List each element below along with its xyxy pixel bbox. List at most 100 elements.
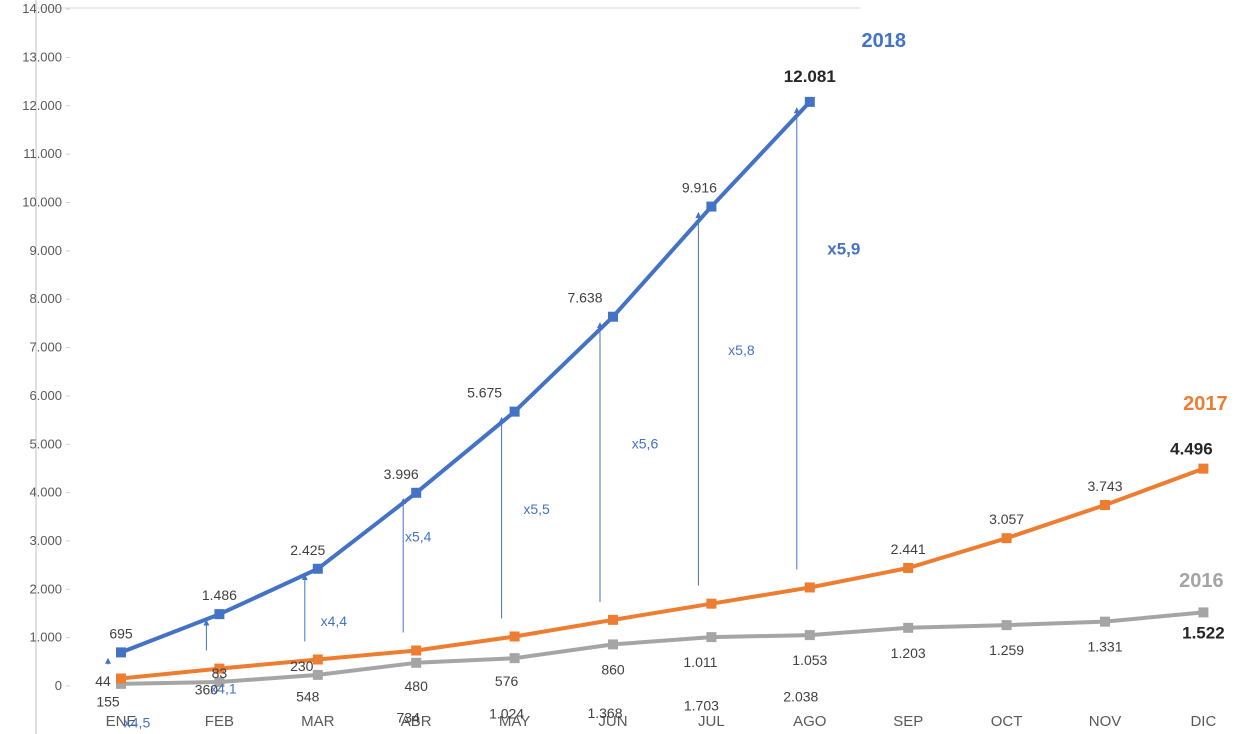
x-tick-label: DIC bbox=[1190, 713, 1216, 730]
data-point-2016 bbox=[1001, 620, 1012, 631]
x-tick-label: AGO bbox=[793, 713, 826, 730]
data-point-2018 bbox=[214, 609, 225, 620]
data-label-2018: 5.675 bbox=[467, 385, 502, 401]
data-label-2017: 4.496 bbox=[1170, 440, 1213, 459]
x-tick-label: NOV bbox=[1089, 713, 1122, 730]
y-tick-label: 7.000 bbox=[29, 340, 62, 355]
data-point-2018 bbox=[411, 487, 422, 498]
data-label-2016: 1.011 bbox=[683, 654, 717, 670]
data-label-2017: 548 bbox=[296, 689, 320, 705]
x-tick-label: JUN bbox=[598, 713, 627, 730]
data-point-2017 bbox=[804, 582, 815, 593]
data-label-2018: 695 bbox=[109, 625, 133, 641]
data-label-2018: 1.486 bbox=[202, 587, 237, 603]
data-label-2016: 1.053 bbox=[792, 652, 827, 668]
data-point-2016 bbox=[214, 676, 225, 687]
x-tick-label: JUL bbox=[698, 713, 725, 730]
x-tick-label: FEB bbox=[205, 713, 234, 730]
data-label-2016: 44 bbox=[95, 673, 111, 689]
data-point-2016 bbox=[116, 678, 126, 689]
x-tick-label: OCT bbox=[991, 713, 1023, 730]
data-point-2016 bbox=[312, 669, 323, 680]
data-point-2017 bbox=[214, 663, 225, 674]
data-point-2018 bbox=[116, 647, 126, 658]
series-label-2017: 2017 bbox=[1183, 393, 1228, 415]
data-point-2017 bbox=[116, 673, 126, 684]
multiplier-label: x4,5 bbox=[124, 714, 151, 730]
x-tick-label: MAR bbox=[301, 713, 335, 730]
x-tick-label: MAY bbox=[499, 713, 530, 730]
data-label-2017: 734 bbox=[397, 710, 421, 726]
series-line-2017 bbox=[120, 466, 1205, 681]
multiplier-arrows bbox=[105, 107, 800, 665]
data-label-2017: 3.743 bbox=[1087, 478, 1122, 494]
y-tick-label: 2.000 bbox=[29, 581, 62, 596]
data-point-2018 bbox=[804, 96, 815, 107]
data-point-2018 bbox=[312, 563, 323, 574]
y-tick-label: 5.000 bbox=[29, 436, 62, 451]
data-point-2016 bbox=[411, 657, 422, 668]
data-point-2017 bbox=[706, 598, 717, 609]
data-point-2017 bbox=[411, 645, 422, 656]
multiplier-label: x5,5 bbox=[523, 501, 550, 517]
data-point-2016 bbox=[804, 630, 815, 641]
multiplier-label: x5,6 bbox=[632, 435, 659, 451]
y-tick-label: 10.000 bbox=[22, 195, 62, 210]
data-point-2017 bbox=[312, 654, 323, 665]
series-lines bbox=[116, 96, 1209, 689]
y-tick-label: 9.000 bbox=[29, 243, 62, 258]
data-label-2018: 7.638 bbox=[567, 290, 602, 306]
y-tick-label: 6.000 bbox=[29, 388, 62, 403]
data-label-2017: 155 bbox=[96, 694, 120, 710]
data-point-2016 bbox=[608, 639, 618, 650]
data-label-2017: 2.441 bbox=[891, 541, 926, 557]
data-label-2017: 2.038 bbox=[783, 688, 818, 704]
data-label-2016: 1.331 bbox=[1087, 639, 1122, 655]
data-point-2016 bbox=[1198, 607, 1209, 618]
data-labels: 695 1.486 2.425 3.996 5.675 7.638 9.916 12.081 1… bbox=[95, 30, 1227, 730]
data-label-2016: 480 bbox=[405, 678, 429, 694]
data-point-2018 bbox=[608, 311, 618, 322]
x-tick-label: ABR bbox=[401, 713, 432, 730]
multiplier-label: x5,4 bbox=[405, 529, 432, 545]
y-axis: 0 1.000 2.000 3.000 4.000 5.000 6.000 7.000 8.00… bbox=[22, 1, 70, 693]
data-point-2018 bbox=[706, 201, 717, 212]
y-tick-label: 14.000 bbox=[22, 1, 62, 16]
data-label-2016: 576 bbox=[495, 673, 519, 689]
data-label-2017: 1.703 bbox=[684, 698, 719, 714]
series-label-2016: 2016 bbox=[1179, 570, 1224, 592]
multiplier-label: x4,4 bbox=[321, 613, 348, 629]
y-tick-label: 13.000 bbox=[22, 49, 62, 64]
y-tick-label: 4.000 bbox=[29, 485, 62, 500]
data-label-2017: 1.368 bbox=[587, 705, 622, 721]
y-tick-label: 0 bbox=[55, 678, 62, 693]
data-label-2018: 3.996 bbox=[384, 466, 419, 482]
data-label-2017: 3.057 bbox=[989, 511, 1024, 527]
data-point-2017 bbox=[509, 631, 520, 642]
data-label-2018: 9.916 bbox=[682, 180, 717, 196]
data-point-2016 bbox=[1100, 616, 1110, 627]
data-label-2016: 1.522 bbox=[1182, 623, 1225, 642]
data-label-2016: 83 bbox=[212, 665, 228, 681]
data-point-2017 bbox=[1100, 500, 1110, 511]
series-label-2018: 2018 bbox=[862, 30, 907, 52]
multiplier-label: x4,1 bbox=[210, 680, 237, 696]
y-tick-label: 1.000 bbox=[29, 630, 62, 645]
data-point-2017 bbox=[1198, 463, 1209, 474]
data-label-2016: 230 bbox=[290, 658, 314, 674]
data-point-2017 bbox=[903, 562, 914, 573]
data-point-2018 bbox=[509, 406, 520, 417]
y-tick-label: 11.000 bbox=[23, 146, 62, 161]
multiplier-label: x5,9 bbox=[827, 240, 860, 259]
data-label-2018: 2.425 bbox=[290, 542, 325, 558]
y-tick-label: 3.000 bbox=[29, 533, 62, 548]
data-label-2016: 1.203 bbox=[891, 645, 926, 661]
data-label-2017: 360 bbox=[195, 682, 219, 698]
series-line-2018 bbox=[120, 100, 812, 655]
series-line-2016 bbox=[120, 610, 1204, 686]
x-tick-label: ENE bbox=[106, 713, 137, 730]
multiplier-label: x5,8 bbox=[728, 342, 755, 358]
y-tick-label: 12.000 bbox=[22, 98, 62, 113]
